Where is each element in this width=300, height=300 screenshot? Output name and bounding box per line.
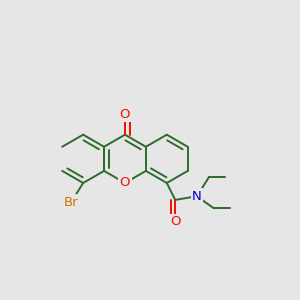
Text: Br: Br [64,196,78,209]
Text: O: O [120,108,130,121]
Text: O: O [120,176,130,190]
Text: N: N [192,190,202,203]
Text: O: O [170,215,181,228]
